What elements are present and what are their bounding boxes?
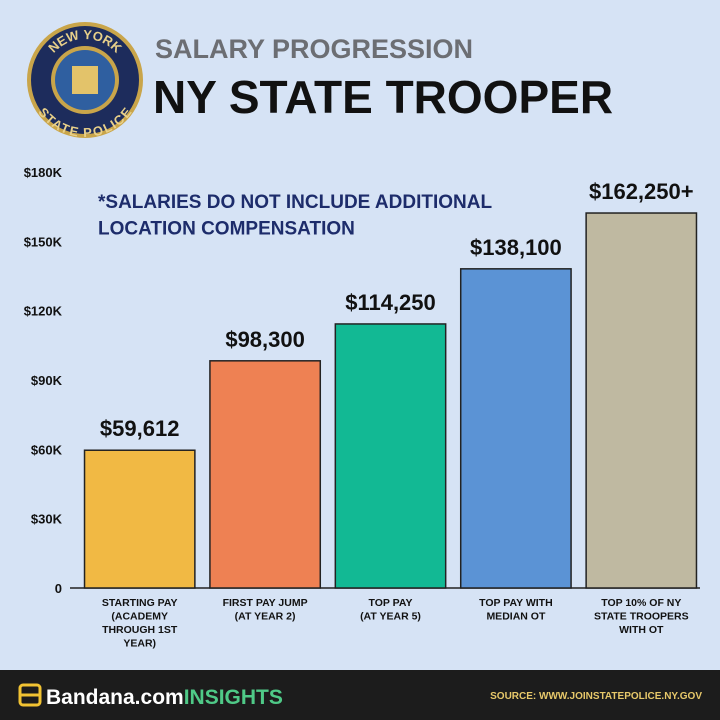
y-tick-label: $90K	[31, 373, 63, 388]
y-tick-label: $180K	[24, 165, 63, 180]
y-tick-label: $120K	[24, 304, 63, 319]
chart-title: NY STATE TROOPER	[153, 71, 613, 123]
logo: NEW YORK STATE POLICE	[27, 22, 143, 140]
bar	[83, 449, 196, 589]
bar	[459, 268, 572, 589]
annotation: *SALARIES DO NOT INCLUDE ADDITIONAL LOCAT…	[98, 192, 492, 240]
y-tick-label: 0	[55, 581, 62, 596]
value-label: $59,612	[100, 416, 180, 441]
brand: Bandana.comINSIGHTS	[46, 686, 283, 709]
value-label: $138,100	[470, 235, 562, 260]
brand-suffix: INSIGHTS	[184, 686, 283, 709]
brand-icon	[18, 683, 42, 707]
value-label: $98,300	[225, 327, 305, 352]
source: SOURCE: WWW.JOINSTATEPOLICE.NY.GOV	[490, 691, 702, 702]
x-tick-label: TOP PAY (AT YEAR 5)	[360, 597, 421, 623]
bar	[585, 212, 698, 589]
footer-bar	[0, 670, 720, 720]
value-label: $162,250+	[589, 179, 694, 204]
y-tick-label: $30K	[31, 512, 63, 527]
brand-name: Bandana.com	[46, 686, 184, 709]
y-tick-label: $150K	[24, 234, 63, 249]
bar	[209, 360, 322, 589]
x-tick-label: TOP 10% OF NY STATE TROOPERS WITH OT	[594, 597, 689, 636]
bar	[334, 323, 447, 589]
subtitle: SALARY PROGRESSION	[155, 34, 473, 64]
x-tick-label: FIRST PAY JUMP (AT YEAR 2)	[223, 597, 308, 623]
x-tick-label: STARTING PAY (ACADEMY THROUGH 1ST YEAR)	[102, 597, 178, 650]
x-tick-label: TOP PAY WITH MEDIAN OT	[479, 597, 553, 623]
value-label: $114,250	[345, 290, 436, 315]
y-tick-label: $60K	[31, 442, 63, 457]
